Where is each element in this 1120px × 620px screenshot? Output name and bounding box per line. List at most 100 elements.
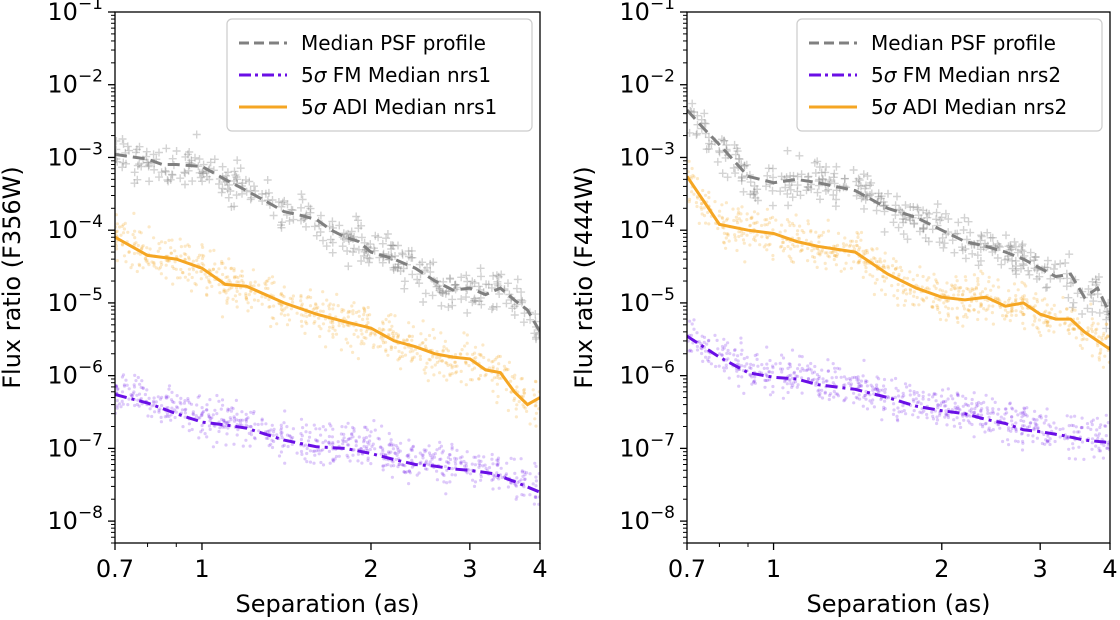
fm-measurement-point xyxy=(132,383,136,387)
adi-measurement-point xyxy=(137,230,142,234)
psf-measurement-point xyxy=(1004,242,1013,251)
psf-measurement-point xyxy=(125,146,133,155)
psf-measurement-point xyxy=(872,206,881,215)
psf-measurement-point xyxy=(749,190,758,199)
psf-measurement-point xyxy=(130,168,139,177)
adi-measurement-point xyxy=(244,294,248,298)
psf-measurement-point xyxy=(840,174,849,183)
adi-measurement-point xyxy=(240,278,244,283)
fm-measurement-point xyxy=(364,425,368,429)
fm-measurement-point xyxy=(736,354,740,358)
adi-measurement-point xyxy=(453,360,457,364)
adi-measurement-point xyxy=(390,331,394,336)
adi-measurement-point xyxy=(435,360,439,364)
fm-measurement-point xyxy=(956,405,960,409)
psf-measurement-point xyxy=(776,187,785,196)
fm-measurement-point xyxy=(812,377,816,381)
adi-measurement-point xyxy=(328,313,332,317)
adi-measurement-point xyxy=(1033,304,1037,308)
fm-measurement-point xyxy=(346,455,350,459)
adi-measurement-point xyxy=(978,304,983,308)
adi-measurement-point xyxy=(960,293,965,297)
fm-measurement-point xyxy=(389,464,393,468)
psf-measurement-point xyxy=(899,230,908,239)
adi-measurement-point xyxy=(490,360,494,364)
adi-measurement-point xyxy=(823,261,827,265)
psf-measurement-point xyxy=(407,246,416,255)
psf-measurement-point xyxy=(854,181,863,190)
adi-measurement-point xyxy=(722,231,727,235)
fm-measurement-point xyxy=(975,402,979,406)
adi-measurement-point xyxy=(351,350,355,354)
adi-measurement-point xyxy=(901,284,905,288)
adi-measurement-point xyxy=(806,222,811,226)
fm-measurement-point xyxy=(768,370,772,374)
adi-measurement-point xyxy=(1101,333,1105,338)
adi-measurement-point xyxy=(742,231,746,235)
psf-measurement-point xyxy=(510,302,519,311)
fm-measurement-point xyxy=(1029,421,1033,425)
series-line-3 xyxy=(115,235,540,407)
psf-measurement-point xyxy=(821,186,830,195)
adi-measurement-point xyxy=(789,256,793,260)
adi-measurement-point xyxy=(440,359,444,363)
adi-measurement-point xyxy=(462,331,466,335)
adi-measurement-point xyxy=(244,296,248,300)
adi-measurement-point xyxy=(763,218,767,222)
fm-measurement-point xyxy=(407,482,411,486)
adi-measurement-point xyxy=(120,242,124,246)
fm-measurement-point xyxy=(771,384,775,389)
fm-measurement-point xyxy=(200,406,204,410)
adi-measurement-point xyxy=(787,254,791,258)
adi-measurement-point xyxy=(1009,310,1013,314)
adi-measurement-point xyxy=(691,173,695,178)
fm-measurement-point xyxy=(239,418,243,422)
adi-measurement-point xyxy=(360,339,364,343)
psf-measurement-point xyxy=(976,256,985,265)
adi-measurement-point xyxy=(908,291,912,295)
adi-measurement-point xyxy=(528,422,532,426)
fm-measurement-point xyxy=(1103,424,1107,428)
psf-measurement-point xyxy=(344,229,352,238)
fm-measurement-point xyxy=(443,465,447,469)
fm-measurement-point xyxy=(397,462,401,466)
adi-measurement-point xyxy=(893,267,898,271)
fm-measurement-point xyxy=(264,422,268,426)
fm-measurement-point xyxy=(495,462,499,466)
adi-measurement-point xyxy=(1021,297,1025,302)
psf-measurement-point xyxy=(400,284,409,293)
adi-measurement-point xyxy=(317,324,321,328)
fm-measurement-point xyxy=(175,394,179,398)
adi-measurement-point xyxy=(370,331,374,335)
fm-measurement-point xyxy=(1044,414,1048,418)
fm-measurement-point xyxy=(1014,421,1018,425)
adi-measurement-point xyxy=(812,255,817,260)
fm-measurement-point xyxy=(407,453,411,457)
fm-measurement-point xyxy=(813,364,817,369)
adi-measurement-point xyxy=(405,338,409,342)
adi-measurement-point xyxy=(382,328,386,332)
psf-measurement-point xyxy=(863,172,872,180)
fm-measurement-point xyxy=(826,358,830,362)
fm-measurement-point xyxy=(879,397,883,402)
adi-measurement-point xyxy=(346,341,350,345)
adi-measurement-point xyxy=(319,309,323,313)
adi-measurement-point xyxy=(873,281,878,285)
fm-measurement-point xyxy=(455,457,459,461)
adi-measurement-point xyxy=(246,309,250,313)
adi-measurement-point xyxy=(228,287,232,291)
adi-measurement-point xyxy=(700,207,704,211)
fm-measurement-point xyxy=(1010,415,1014,419)
fm-measurement-point xyxy=(1027,424,1031,429)
psf-measurement-point xyxy=(687,128,694,137)
fm-measurement-point xyxy=(724,366,729,370)
adi-measurement-point xyxy=(1013,299,1018,303)
adi-measurement-point xyxy=(133,229,137,233)
fm-measurement-point xyxy=(376,436,380,440)
adi-measurement-point xyxy=(328,325,332,329)
psf-measurement-point xyxy=(1091,275,1100,284)
adi-measurement-point xyxy=(366,305,370,310)
fm-measurement-point xyxy=(831,381,835,385)
adi-measurement-point xyxy=(915,273,920,277)
fm-measurement-point xyxy=(410,448,414,452)
